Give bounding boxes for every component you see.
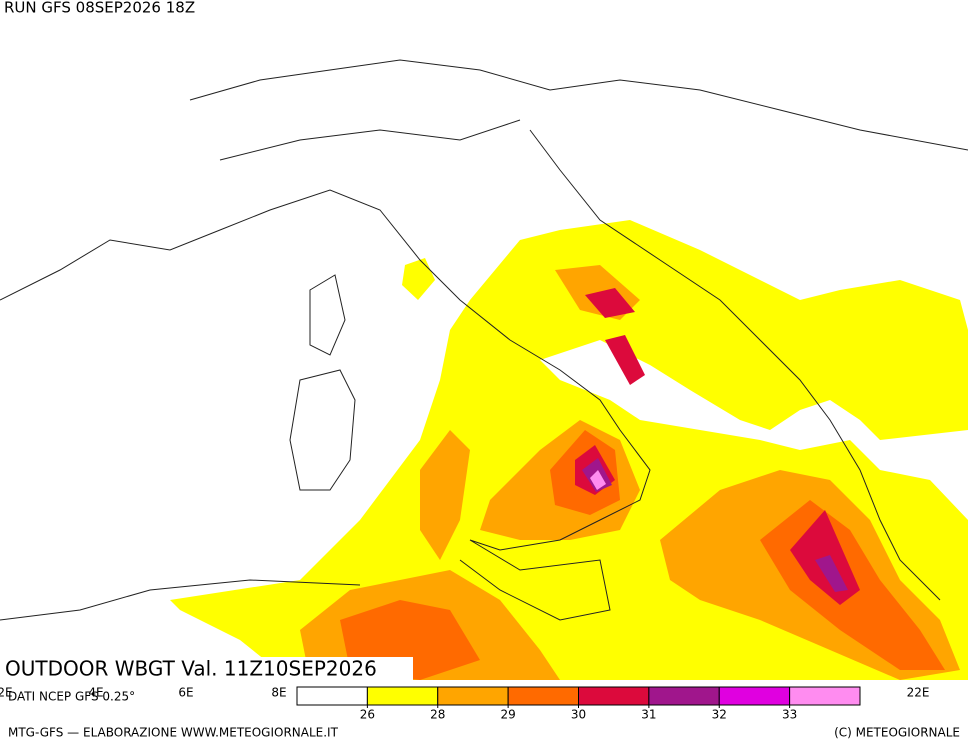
red-area: [605, 335, 645, 385]
legend-swatch: [507, 686, 579, 706]
legend-swatch: [366, 686, 439, 706]
white-area: [540, 340, 968, 520]
legend-swatch: [718, 686, 791, 706]
footer-right: (C) METEOGIORNALE: [834, 726, 960, 740]
longitude-label: 2E: [0, 686, 13, 700]
run-label: RUN GFS 08SEP2026 18Z: [4, 0, 195, 17]
legend-swatch: [648, 686, 720, 706]
map-title: OUTDOOR WBGT Val. 11Z10SEP2026: [5, 657, 377, 681]
legend-tick-label: 26: [360, 708, 375, 722]
legend-tick-label: 30: [571, 708, 586, 722]
color-legend: 26 28 29 30 31 32 33: [296, 686, 861, 722]
longitude-labels: 2E 4E 6E 8E 22E: [0, 686, 929, 700]
red-area: [585, 288, 635, 318]
title-box: [0, 657, 413, 684]
wbgt-field: [170, 220, 968, 680]
legend-tick-label: 32: [712, 708, 727, 722]
purple-area: [815, 555, 848, 592]
coastlines: [0, 59, 968, 621]
legend-tick-label: 31: [641, 708, 656, 722]
legend-tick-label: 29: [500, 708, 515, 722]
longitude-label: 6E: [178, 686, 193, 700]
legend-tick-label: 33: [782, 708, 797, 722]
legend-swatch: [296, 686, 368, 706]
longitude-label: 8E: [271, 686, 286, 700]
legend-swatch: [789, 686, 861, 706]
source-label: DATI NCEP GFS 0.25°: [8, 690, 135, 704]
pink-area: [590, 470, 606, 490]
legend-tick-label: 28: [430, 708, 445, 722]
legend-swatch: [578, 686, 650, 706]
orange-area: [420, 430, 470, 560]
longitude-label: 22E: [907, 686, 930, 700]
yellow-area: [402, 258, 435, 300]
longitude-label: 4E: [88, 686, 103, 700]
footer-left: MTG-GFS — ELABORAZIONE WWW.METEOGIORNALE…: [8, 726, 339, 740]
legend-swatch: [437, 686, 509, 706]
